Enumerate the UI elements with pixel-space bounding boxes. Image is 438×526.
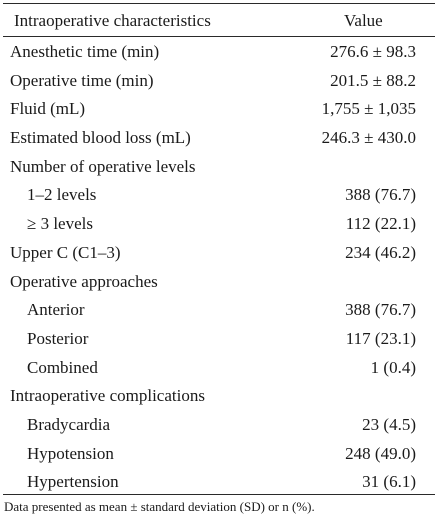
table-bottom-rule xyxy=(3,494,435,495)
table-row: Intraoperative complications xyxy=(0,381,438,410)
row-label: Posterior xyxy=(27,328,89,348)
row-label: Number of operative levels xyxy=(10,156,196,176)
row-label: Fluid (mL) xyxy=(10,99,86,119)
row-value: 388 (76.7) xyxy=(345,300,416,320)
table-row: Anesthetic time (min) 276.6 ± 98.3 xyxy=(0,37,438,66)
row-label: Bradycardia xyxy=(27,414,111,434)
row-value: 201.5 ± 88.2 xyxy=(330,70,416,90)
table-header-row: Intraoperative characteristics Value xyxy=(0,10,438,34)
table-row: Operative time (min) 201.5 ± 88.2 xyxy=(0,66,438,95)
row-value: 23 (4.5) xyxy=(362,414,416,434)
table-row: Operative approaches xyxy=(0,267,438,296)
row-label: Anterior xyxy=(27,300,85,320)
row-label: Estimated blood loss (mL) xyxy=(10,128,191,148)
table-row: Number of operative levels xyxy=(0,152,438,181)
table-body: Anesthetic time (min) 276.6 ± 98.3 Operati… xyxy=(0,37,438,496)
table-row: Estimated blood loss (mL) 246.3 ± 430.0 xyxy=(0,123,438,152)
row-value: 1,755 ± 1,035 xyxy=(321,99,416,119)
row-label: Intraoperative complications xyxy=(10,386,205,406)
table-row: 1–2 levels 388 (76.7) xyxy=(0,180,438,209)
table-row: Combined 1 (0.4) xyxy=(0,353,438,382)
row-value: 112 (22.1) xyxy=(345,214,416,234)
row-label: ≥ 3 levels xyxy=(27,214,93,234)
row-value: 276.6 ± 98.3 xyxy=(330,42,416,61)
header-characteristic: Intraoperative characteristics xyxy=(14,11,211,30)
table-row: Posterior 117 (23.1) xyxy=(0,324,438,353)
row-label: 1–2 levels xyxy=(27,185,97,205)
row-value: 117 (23.1) xyxy=(345,328,416,348)
row-label: Hypertension xyxy=(27,472,119,492)
table-header-rule xyxy=(3,36,435,37)
table-row: Anterior 388 (76.7) xyxy=(0,295,438,324)
table-row: Bradycardia 23 (4.5) xyxy=(0,410,438,439)
row-label: Anesthetic time (min) xyxy=(10,42,160,61)
table-row: Hypotension 248 (49.0) xyxy=(0,439,438,468)
row-value: 234 (46.2) xyxy=(345,242,416,262)
header-value: Value xyxy=(344,11,383,30)
table-row: ≥ 3 levels 112 (22.1) xyxy=(0,209,438,238)
table-row: Upper C (C1–3) 234 (46.2) xyxy=(0,238,438,267)
row-value: 388 (76.7) xyxy=(345,185,416,205)
table-row: Hypertension 31 (6.1) xyxy=(0,467,438,496)
row-value: 31 (6.1) xyxy=(362,472,416,492)
table-footnote: Data presented as mean ± standard deviat… xyxy=(4,499,315,514)
row-label: Combined xyxy=(27,357,98,377)
table-top-rule xyxy=(3,3,435,4)
row-value: 1 (0.4) xyxy=(370,357,416,377)
row-label: Hypotension xyxy=(27,443,114,463)
row-label: Operative approaches xyxy=(10,271,158,291)
row-label: Upper C (C1–3) xyxy=(10,242,121,262)
row-value: 248 (49.0) xyxy=(345,443,416,463)
row-label: Operative time (min) xyxy=(10,70,154,90)
row-value: 246.3 ± 430.0 xyxy=(321,128,416,148)
table-row: Fluid (mL) 1,755 ± 1,035 xyxy=(0,94,438,123)
